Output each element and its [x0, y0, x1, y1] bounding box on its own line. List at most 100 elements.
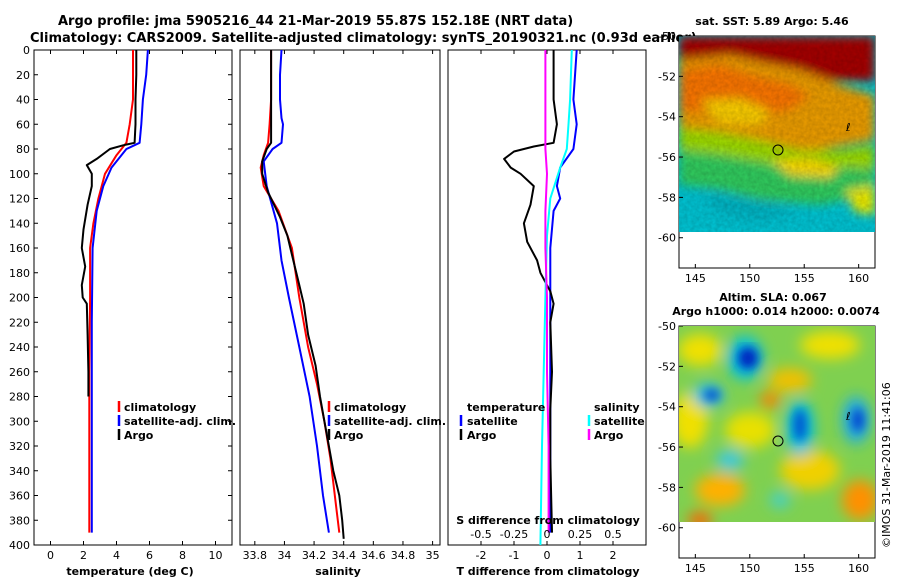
salinity-xlabel: salinity	[315, 565, 361, 578]
sst-heatmap	[679, 36, 875, 232]
map-y-tick-label: -58	[658, 481, 676, 494]
series-line-argo	[261, 50, 345, 539]
depth-tick-label: 100	[9, 168, 30, 181]
depth-tick-label: 300	[9, 415, 30, 428]
sla-heatmap	[679, 326, 875, 522]
x-tick-label: -2	[476, 549, 487, 562]
map-x-tick-label: 155	[794, 272, 815, 285]
map-x-tick-label: 150	[739, 272, 760, 285]
s-difference-tick-label: -0.25	[500, 528, 528, 541]
legend-argo-label: Argo	[124, 429, 154, 442]
x-tick-label: -1	[509, 549, 520, 562]
x-tick-label: 10	[209, 549, 223, 562]
difference-panel: -2 -1 0 1 2 S difference from climatology -0…	[447, 49, 647, 578]
map-annotation: ℓ	[845, 121, 851, 134]
map-y-tick-label: -60	[658, 232, 676, 245]
series-line-satellite-adj-clim-	[90, 49, 149, 533]
legend-s-argo-label: Argo	[594, 429, 624, 442]
t-difference-xlabel: T difference from climatology	[456, 565, 639, 578]
x-tick-label: 0	[544, 549, 551, 562]
depth-tick-label: 260	[9, 366, 30, 379]
depth-tick-label: 120	[9, 193, 30, 206]
temperature-axes	[33, 49, 233, 546]
map-annotation: ℓ	[845, 410, 851, 423]
legend-salinity-header: salinity	[594, 401, 640, 414]
title-line-1: Argo profile: jma 5905216_44 21-Mar-2019…	[58, 14, 573, 29]
difference-axes	[447, 49, 647, 546]
series-line-argo	[80, 50, 138, 397]
x-tick-label: 34.8	[391, 549, 416, 562]
x-tick-label: 8	[179, 549, 186, 562]
depth-tick-label: 240	[9, 341, 30, 354]
series-line-t-argo	[503, 50, 558, 533]
depth-tick-label: 200	[9, 292, 30, 305]
legend-t-argo-label: Argo	[467, 429, 497, 442]
series-line-s-satellite	[539, 49, 573, 546]
legend-t-satellite-label: satellite	[467, 415, 518, 428]
map-y-tick-label: -52	[658, 70, 676, 83]
legend-satellite-label: satellite-adj. clim.	[334, 415, 446, 428]
x-tick-label: 0	[47, 549, 54, 562]
map-y-tick-label: -54	[658, 111, 676, 124]
map-y-tick-label: -58	[658, 191, 676, 204]
depth-tick-label: 60	[16, 118, 30, 131]
x-tick-label: 6	[146, 549, 153, 562]
map-y-tick-label: -56	[658, 151, 676, 164]
x-tick-label: 34	[277, 549, 291, 562]
temperature-panel: 0204060801001201401601802002202402602803…	[9, 44, 646, 578]
salinity-axes	[239, 49, 441, 546]
depth-tick-label: 380	[9, 514, 30, 527]
depth-tick-label: 160	[9, 242, 30, 255]
map-y-tick-label: -50	[658, 30, 676, 43]
x-tick-label: 34.2	[302, 549, 327, 562]
map-x-tick-label: 160	[848, 562, 869, 575]
legend-s-satellite-label: satellite	[594, 415, 645, 428]
legend-climatology-label: climatology	[124, 401, 196, 414]
map-y-tick-label: -60	[658, 522, 676, 535]
map-y-tick-label: -52	[658, 360, 676, 373]
depth-tick-label: 220	[9, 316, 30, 329]
legend-satellite-label: satellite-adj. clim.	[124, 415, 236, 428]
legend-temperature-header: temperature	[467, 401, 545, 414]
sla-map-title: Altim. SLA: 0.067	[719, 291, 826, 304]
x-tick-label: 1	[577, 549, 584, 562]
legend-argo-label: Argo	[334, 429, 364, 442]
map-y-tick-label: -50	[658, 320, 676, 333]
s-difference-tick-label: 0	[544, 528, 551, 541]
s-difference-tick-label: 0.5	[604, 528, 622, 541]
depth-tick-label: 280	[9, 391, 30, 404]
s-difference-tick-label: -0.5	[470, 528, 491, 541]
temperature-xlabel: temperature (deg C)	[66, 565, 193, 578]
argo-position-marker	[772, 144, 784, 156]
depth-tick-label: 80	[16, 143, 30, 156]
sla-map-panel: Altim. SLA: 0.067 Argo h1000: 0.014 h200…	[658, 291, 880, 575]
sst-map-title: sat. SST: 5.89 Argo: 5.46	[695, 15, 849, 28]
salinity-panel: 33.8 34 34.2 34.4 34.6 34.8 35 salinity climat…	[239, 49, 446, 578]
map-y-tick-label: -54	[658, 401, 676, 414]
depth-tick-label: 340	[9, 465, 30, 478]
x-tick-label: 34.6	[361, 549, 386, 562]
depth-tick-label: 0	[23, 44, 30, 57]
argo-position-marker	[772, 435, 784, 447]
series-line-s-argo	[544, 50, 550, 533]
legend-climatology-label: climatology	[334, 401, 406, 414]
temperature-legend: climatology satellite-adj. clim. Argo	[117, 401, 236, 442]
depth-tick-label: 180	[9, 267, 30, 280]
difference-legend: temperature salinity satellite Argo sate…	[459, 401, 645, 442]
series-line-climatology	[88, 50, 134, 533]
map-y-tick-label: -56	[658, 441, 676, 454]
s-difference-tick-label: 0.25	[568, 528, 593, 541]
map-x-tick-label: 150	[739, 562, 760, 575]
x-tick-label: 4	[113, 549, 120, 562]
x-tick-label: 35	[426, 549, 440, 562]
imos-watermark: ©IMOS 31-Mar-2019 11:41:06	[880, 382, 893, 548]
s-difference-label: S difference from climatology	[456, 514, 640, 527]
depth-tick-label: 20	[16, 69, 30, 82]
depth-tick-label: 40	[16, 94, 30, 107]
map-x-tick-label: 155	[794, 562, 815, 575]
x-tick-label: 2	[80, 549, 87, 562]
series-line-t-satellite	[549, 49, 578, 533]
title-line-2: Climatology: CARS2009. Satellite-adjuste…	[30, 31, 697, 46]
depth-tick-label: 400	[9, 539, 30, 552]
